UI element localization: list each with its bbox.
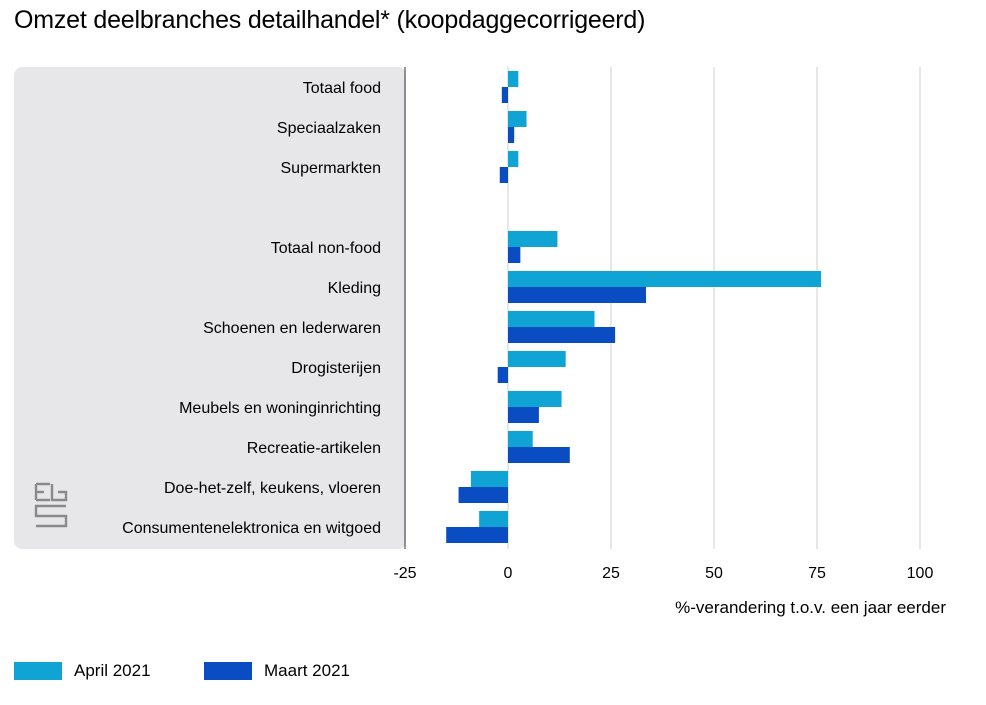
bar-april <box>508 151 519 167</box>
bar-april <box>508 271 822 287</box>
bar-maart <box>508 247 521 263</box>
legend-swatch-maart <box>204 662 252 680</box>
bar-maart <box>446 527 508 543</box>
bar-april <box>508 311 595 327</box>
legend-item-maart: Maart 2021 <box>204 660 350 682</box>
legend-label-april: April 2021 <box>74 661 151 680</box>
chart-title: Omzet deelbranches detailhandel* (koopda… <box>14 6 646 34</box>
legend-label-maart: Maart 2021 <box>264 661 350 680</box>
bar-maart <box>499 167 508 183</box>
category-label: Meubels en woninginrichting <box>179 400 381 417</box>
gridlines <box>507 67 921 549</box>
legend-item-april: April 2021 <box>14 660 151 682</box>
bar-maart <box>508 287 647 303</box>
cbs-logo-icon <box>34 482 68 528</box>
category-label: Schoenen en lederwaren <box>203 320 381 337</box>
x-tick-label: 25 <box>602 565 620 582</box>
bar-april <box>508 111 527 127</box>
x-tick-label: 50 <box>705 565 723 582</box>
category-label: Kleding <box>327 280 381 297</box>
bar-maart <box>458 487 508 503</box>
bars <box>446 71 822 543</box>
category-label: Consumentenelektronica en witgoed <box>122 520 381 537</box>
category-label: Totaal food <box>302 80 381 97</box>
category-label: Doe-het-zelf, keukens, vloeren <box>164 480 381 497</box>
bar-april <box>479 511 508 527</box>
bar-maart <box>508 127 515 143</box>
x-tick-label: 75 <box>808 565 826 582</box>
bar-maart <box>501 87 508 103</box>
x-axis-title: %-verandering t.o.v. een jaar eerder <box>675 598 946 617</box>
category-label: Recreatie-artikelen <box>246 440 381 457</box>
x-tick-label: -25 <box>393 565 417 582</box>
category-label: Supermarkten <box>280 160 382 177</box>
bar-april <box>470 471 508 487</box>
bar-april <box>508 431 533 447</box>
x-tick-label: 0 <box>503 565 513 582</box>
bar-maart <box>508 327 616 343</box>
bar-april <box>508 231 558 247</box>
category-label: Totaal non-food <box>270 240 381 257</box>
x-tick-label: 100 <box>906 565 934 582</box>
category-label: Speciaalzaken <box>276 120 381 137</box>
bar-april <box>508 71 519 87</box>
bar-april <box>508 391 562 407</box>
legend-swatch-april <box>14 662 62 680</box>
bar-april <box>508 351 566 367</box>
bar-maart <box>508 407 539 423</box>
bar-maart <box>508 447 570 463</box>
category-label: Drogisterijen <box>291 360 381 377</box>
category-panel <box>14 67 406 549</box>
bar-maart <box>497 367 508 383</box>
